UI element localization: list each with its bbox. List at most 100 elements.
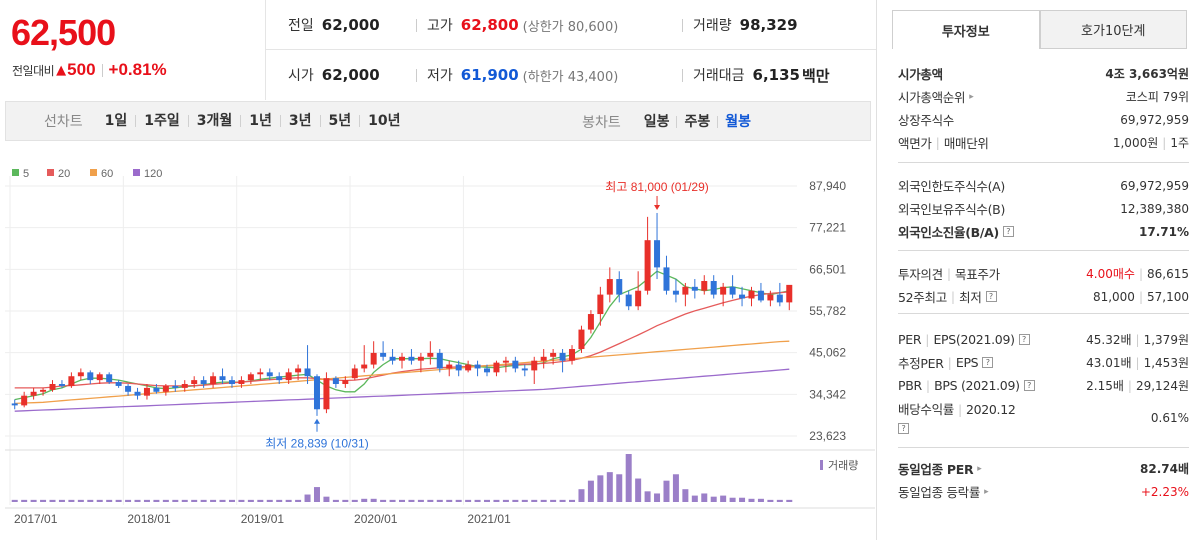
label: 외국인보유주식수(B) (898, 202, 1006, 217)
volume-bar (757, 498, 764, 502)
stock-main-panel: 62,500 전일대비 ▲ 500 +0.81% 전일 62,000 고가 62… (5, 0, 876, 526)
legend-label: 60 (101, 168, 113, 180)
row-sector-rate: 동일업종 등락률 ▸ +2.23% (898, 480, 1189, 503)
label2: BPS (2021.09) (934, 378, 1020, 393)
candle-body (351, 368, 358, 379)
candle-daily[interactable]: 일봉 (637, 115, 678, 129)
candle-body (162, 385, 169, 392)
label2: 2020.12 (965, 402, 1016, 417)
candle-body (219, 376, 226, 381)
label: 추정PER (898, 356, 944, 371)
chevron-right-icon[interactable]: ▸ (977, 463, 982, 474)
pipe: | (950, 289, 956, 304)
volume-bar (776, 499, 783, 502)
x-tick-label: 2018/01 (127, 512, 171, 526)
candle-body (11, 403, 18, 406)
tab-invest-info[interactable]: 투자정보 (892, 10, 1040, 49)
volume-bar (238, 499, 245, 502)
change-label: 전일대비 (12, 63, 55, 78)
candle-body (701, 280, 708, 291)
volume-bar (21, 499, 28, 502)
help-icon[interactable]: ? (985, 291, 997, 302)
candle-monthly[interactable]: 월봉 (725, 114, 751, 130)
label: 상장주식수 (898, 113, 955, 128)
help-icon[interactable]: ? (982, 357, 994, 368)
help-icon[interactable]: ? (898, 423, 909, 434)
candle-body (30, 391, 37, 396)
candle-body (446, 364, 453, 369)
tab-orderbook[interactable]: 호가10단계 (1039, 10, 1187, 49)
candle-body (540, 356, 547, 361)
low-annotation: 최저 28,839 (10/31) (265, 437, 368, 451)
volume-bar (276, 499, 283, 502)
volume-bar (616, 474, 623, 502)
volume-bar (644, 491, 651, 502)
divider (682, 68, 683, 82)
help-icon[interactable]: ? (1002, 226, 1014, 237)
period-1w[interactable]: 1주일 (136, 114, 189, 128)
volume-bar (77, 499, 84, 502)
pipe: | (1127, 379, 1132, 393)
ma-line-120 (14, 368, 790, 412)
period-5y[interactable]: 5년 (321, 114, 361, 128)
candle-body (342, 380, 349, 385)
label: 외국인한도주식수(A) (898, 179, 1006, 194)
volume-bar (672, 474, 679, 502)
candle-weekly[interactable]: 주봉 (677, 115, 719, 129)
period-3m[interactable]: 3개월 (189, 114, 242, 128)
value: 82.74배 (1140, 462, 1189, 476)
row-est-per: 추정PER | EPS? 43.01배 | 1,453원 (898, 351, 1189, 374)
volume-bar (767, 499, 774, 502)
volume-bar (606, 472, 613, 502)
period-1d[interactable]: 1일 (97, 114, 137, 128)
row-cap-rank[interactable]: 시가총액순위 ▸ 코스피 79위 (898, 85, 1189, 108)
candle-body (502, 360, 509, 363)
label2: 매매단위 (943, 136, 989, 151)
value: 코스피 79위 (1125, 90, 1189, 104)
value: 4조 3,663억원 (1105, 67, 1189, 81)
help-icon[interactable]: ? (1023, 380, 1035, 391)
ma-line-5 (14, 270, 790, 401)
label: 투자의견 (898, 267, 943, 282)
period-3y[interactable]: 3년 (281, 114, 321, 128)
x-tick-label: 2017/01 (14, 512, 58, 526)
value: +2.23% (1140, 484, 1189, 499)
upper-limit: (상한가 80,600) (522, 19, 619, 35)
volume-bar (625, 454, 632, 502)
current-price: 62,500 (11, 12, 116, 53)
section-opinion: 투자의견 | 목표주가 4.00매수 | 86,615 52주최고 | 최저? 81,000… (898, 262, 1189, 314)
volume-bar (484, 499, 491, 502)
volume-bar (427, 499, 434, 502)
volume-bar (521, 499, 528, 502)
period-1y[interactable]: 1년 (241, 114, 281, 128)
candle-body (748, 290, 755, 299)
chevron-right-icon[interactable]: ▸ (984, 486, 989, 497)
x-tick-label: 2020/01 (354, 512, 398, 526)
amount-value: 6,135 (752, 66, 800, 84)
candle-body (58, 384, 65, 386)
pipe: | (1135, 356, 1140, 370)
value: 2.15배 | 29,124원 (1086, 377, 1189, 394)
value2: 86,615 (1147, 267, 1189, 281)
candle-chart-label: 봉차트 (582, 115, 621, 131)
candle-body (531, 360, 538, 371)
candle-body (323, 378, 330, 410)
legend-swatch (133, 169, 140, 176)
volume-bar (408, 499, 415, 502)
candle-body (332, 378, 339, 385)
candle-body (682, 286, 689, 295)
period-10y[interactable]: 10년 (368, 113, 401, 129)
label: PER (898, 332, 922, 347)
volume-label: 거래량 (693, 18, 732, 34)
value1: 81,000 (1092, 289, 1135, 304)
pipe: | (925, 332, 930, 347)
volume-bar (663, 480, 670, 502)
volume-bar (323, 496, 330, 502)
volume-bar (465, 499, 472, 502)
divider (416, 18, 417, 32)
invest-info-panel: 투자정보 호가10단계 시가총액 4조 3,663억원 시가총액순위 ▸ 코스피 … (876, 0, 1196, 540)
candle-body (389, 356, 396, 361)
pipe: | (1162, 136, 1167, 150)
candle-body (106, 374, 113, 383)
help-icon[interactable]: ? (1018, 334, 1030, 345)
